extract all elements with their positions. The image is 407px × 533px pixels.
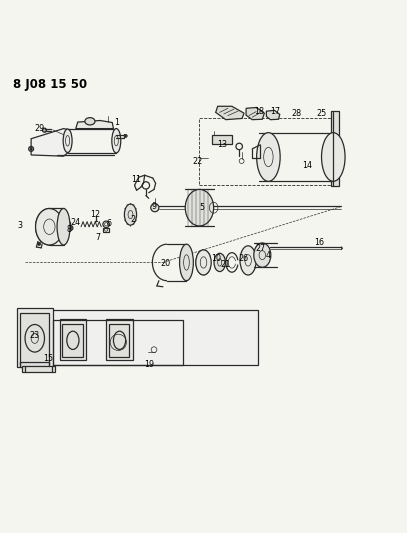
Text: 14: 14 bbox=[302, 160, 312, 169]
Bar bbox=[331, 111, 339, 186]
Text: 25: 25 bbox=[316, 109, 326, 118]
Text: 21: 21 bbox=[221, 260, 231, 269]
Text: 2: 2 bbox=[130, 215, 135, 223]
Text: 8: 8 bbox=[66, 225, 71, 233]
Polygon shape bbox=[246, 108, 264, 120]
Text: 1: 1 bbox=[114, 118, 119, 127]
Bar bbox=[103, 228, 109, 232]
Text: 17: 17 bbox=[271, 107, 281, 116]
Bar bbox=[109, 324, 129, 357]
Bar bbox=[17, 308, 53, 367]
Bar bbox=[212, 135, 232, 143]
Text: 10: 10 bbox=[211, 254, 221, 263]
Bar bbox=[106, 319, 133, 360]
Text: 11: 11 bbox=[131, 175, 142, 184]
Text: 7: 7 bbox=[96, 233, 101, 242]
Text: 23: 23 bbox=[29, 331, 39, 340]
Text: 9: 9 bbox=[151, 202, 157, 211]
Text: 19: 19 bbox=[144, 360, 154, 369]
Ellipse shape bbox=[179, 244, 193, 281]
Bar bbox=[199, 118, 335, 185]
Polygon shape bbox=[216, 106, 244, 120]
Ellipse shape bbox=[240, 246, 256, 275]
Ellipse shape bbox=[196, 250, 211, 275]
Circle shape bbox=[124, 134, 127, 138]
Bar bbox=[22, 366, 55, 372]
Circle shape bbox=[42, 128, 46, 132]
Ellipse shape bbox=[257, 133, 280, 181]
Bar bbox=[20, 313, 49, 364]
Ellipse shape bbox=[185, 189, 214, 226]
Text: 28: 28 bbox=[291, 109, 301, 118]
Ellipse shape bbox=[63, 129, 72, 152]
Ellipse shape bbox=[254, 243, 271, 268]
Text: 13: 13 bbox=[217, 140, 227, 149]
Bar bbox=[62, 324, 83, 357]
Text: 12: 12 bbox=[90, 210, 100, 219]
Text: 4: 4 bbox=[266, 251, 271, 260]
Text: 24: 24 bbox=[71, 218, 81, 227]
Bar bbox=[37, 310, 258, 365]
Text: 27: 27 bbox=[255, 244, 265, 253]
Circle shape bbox=[37, 242, 41, 245]
Bar bbox=[20, 362, 49, 367]
Circle shape bbox=[30, 148, 32, 150]
Text: 20: 20 bbox=[160, 259, 170, 268]
Text: 16: 16 bbox=[314, 238, 324, 247]
Ellipse shape bbox=[112, 128, 121, 153]
Circle shape bbox=[151, 204, 159, 212]
Ellipse shape bbox=[35, 208, 63, 245]
Text: 29: 29 bbox=[34, 124, 44, 133]
Text: 15: 15 bbox=[44, 354, 54, 364]
Ellipse shape bbox=[57, 208, 70, 245]
Polygon shape bbox=[266, 110, 280, 120]
Ellipse shape bbox=[85, 118, 95, 125]
Text: 8 J08 15 50: 8 J08 15 50 bbox=[13, 78, 87, 91]
Text: 5: 5 bbox=[199, 203, 204, 212]
Bar bbox=[53, 320, 183, 365]
Bar bbox=[59, 319, 86, 360]
Text: 18: 18 bbox=[254, 107, 264, 116]
Polygon shape bbox=[76, 120, 114, 128]
Text: 26: 26 bbox=[238, 254, 248, 263]
Ellipse shape bbox=[322, 133, 345, 181]
Polygon shape bbox=[31, 128, 68, 156]
Ellipse shape bbox=[125, 204, 137, 225]
Ellipse shape bbox=[214, 253, 225, 272]
Text: 22: 22 bbox=[192, 157, 203, 166]
Text: 6: 6 bbox=[107, 219, 112, 228]
Text: 3: 3 bbox=[18, 221, 23, 230]
